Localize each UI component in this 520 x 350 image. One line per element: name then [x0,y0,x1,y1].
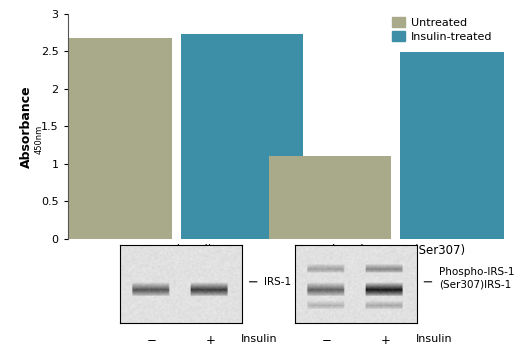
Text: Insulin: Insulin [241,334,278,344]
Text: −: − [321,334,331,346]
Text: −: − [147,334,157,346]
Text: Phospho-IRS-1
(Ser307)IRS-1: Phospho-IRS-1 (Ser307)IRS-1 [439,267,514,290]
Bar [181,34,304,239]
Text: +: + [205,334,215,346]
Text: IRS-1: IRS-1 [264,277,291,287]
Legend: Untreated, Insulin-treated: Untreated, Insulin-treated [389,15,495,44]
Text: 450nm: 450nm [35,125,44,154]
Text: +: + [380,334,390,346]
Bar [268,156,391,239]
Text: Absorbance: Absorbance [20,85,33,168]
Text: Insulin: Insulin [416,334,452,344]
Bar [50,38,173,239]
Bar [399,52,520,239]
